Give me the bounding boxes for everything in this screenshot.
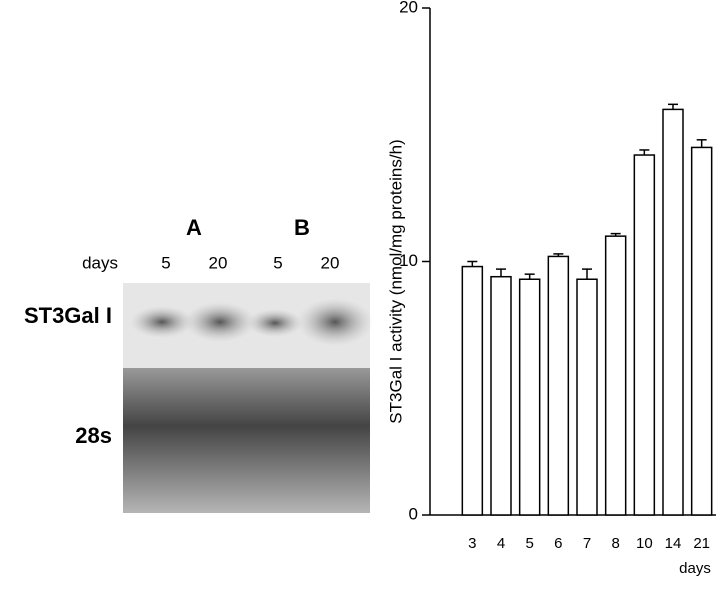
error-bar [639, 149, 650, 156]
band [130, 306, 194, 338]
y-tick-label: 0 [409, 504, 418, 523]
days-label: days [82, 253, 118, 272]
group-label: B [294, 215, 310, 240]
band [247, 309, 303, 337]
lane-label: 5 [161, 253, 170, 272]
error-bar [696, 139, 707, 148]
bar [662, 108, 684, 516]
lane-label: 20 [209, 253, 228, 272]
lane-label: 5 [273, 253, 282, 272]
bar [518, 278, 541, 516]
row-label: ST3Gal I [24, 303, 112, 328]
blot: A B days 5 20 5 20 ST3Gal I 28s [24, 215, 373, 513]
x-tick-label: 5 [525, 535, 533, 552]
x-tick-label: 7 [583, 535, 591, 552]
row-label: 28s [75, 423, 112, 448]
bar [461, 265, 484, 516]
error-bar [553, 253, 564, 257]
error-bar [467, 260, 478, 267]
bar [690, 146, 713, 516]
error-bar [524, 273, 535, 280]
error-bar [610, 232, 621, 237]
blot-lower [123, 368, 370, 513]
bar [576, 278, 598, 516]
x-tick-label: 4 [497, 535, 505, 552]
lane-label: 20 [321, 253, 340, 272]
bar [633, 154, 656, 516]
y-tick-label: 10 [399, 251, 418, 270]
error-bar [668, 103, 678, 110]
band [297, 298, 373, 346]
error-bar [496, 268, 506, 277]
group-label: A [186, 215, 202, 240]
x-tick-label: 21 [693, 535, 710, 552]
x-tick-label: 3 [468, 535, 476, 552]
band [184, 302, 256, 342]
x-tick-label: 6 [554, 535, 562, 552]
bar [490, 275, 512, 516]
x-tick-label: 10 [636, 535, 653, 552]
error-bar [582, 268, 592, 280]
y-tick-label: 20 [399, 0, 418, 16]
bar [547, 255, 570, 516]
y-axis-label: ST3Gal I activity (nmol/mg proteins/h) [386, 139, 405, 423]
x-tick-label: 14 [665, 535, 682, 552]
x-axis-label: days [679, 560, 711, 577]
bar [604, 235, 627, 516]
x-tick-label: 8 [611, 535, 619, 552]
